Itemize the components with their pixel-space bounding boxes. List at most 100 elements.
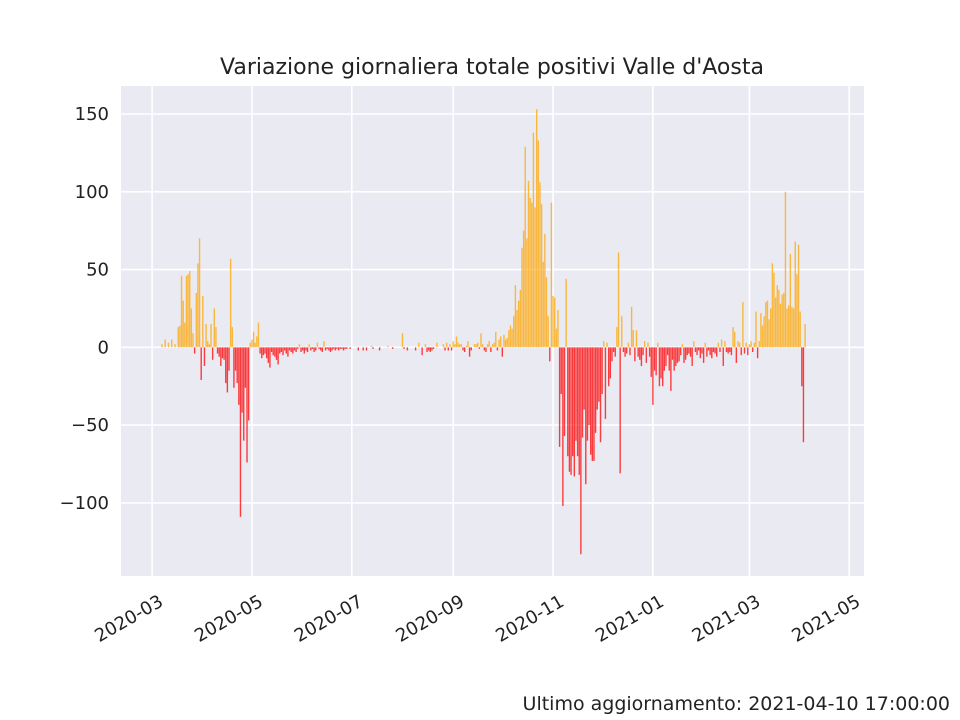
bar: [549, 347, 551, 362]
bar: [765, 302, 767, 348]
bar: [357, 347, 359, 351]
bar: [316, 342, 319, 348]
bar: [225, 347, 227, 384]
bar: [624, 347, 626, 357]
bar: [552, 296, 554, 348]
bar: [781, 294, 783, 348]
bar: [203, 347, 206, 366]
bar: [573, 347, 576, 477]
bar: [755, 311, 757, 348]
bar: [513, 316, 515, 348]
x-tick-label: 2020-11: [492, 591, 568, 647]
bar: [256, 336, 258, 348]
bar: [671, 347, 674, 360]
bar: [606, 342, 608, 348]
bar: [197, 263, 199, 348]
bar: [486, 344, 489, 348]
bar: [372, 347, 374, 349]
bar: [558, 347, 561, 447]
bar: [550, 202, 553, 348]
bar: [488, 341, 490, 348]
bar: [737, 341, 739, 348]
bar: [603, 341, 605, 348]
bar: [279, 347, 281, 354]
bar: [511, 328, 513, 348]
bar: [319, 347, 322, 351]
bar: [699, 347, 702, 359]
x-tick-label: 2021-01: [592, 591, 668, 647]
bar: [187, 274, 189, 348]
bar: [630, 306, 633, 348]
bar: [473, 344, 476, 348]
bar: [572, 347, 574, 457]
bar: [650, 347, 652, 377]
bar: [779, 303, 782, 348]
bar: [449, 344, 451, 348]
bar: [326, 347, 328, 349]
bar: [634, 347, 636, 362]
bar: [496, 347, 499, 351]
bar: [218, 347, 220, 357]
bar: [210, 324, 212, 348]
bar: [797, 244, 800, 348]
bar: [557, 310, 559, 348]
bar: [310, 347, 312, 351]
bar: [522, 230, 525, 348]
bar: [761, 325, 764, 348]
bar: [694, 347, 697, 352]
bar: [427, 347, 430, 351]
last-update-footer: Ultimo aggiornamento: 2021-04-10 17:00:0…: [522, 693, 950, 715]
bar: [424, 344, 427, 348]
bar: [590, 347, 592, 455]
bar: [252, 331, 255, 348]
bar: [491, 344, 494, 348]
bar: [480, 333, 482, 348]
bar: [339, 347, 341, 349]
bar: [684, 347, 687, 360]
bar: [727, 347, 729, 354]
bar: [503, 334, 505, 348]
bar: [802, 347, 805, 443]
bar: [452, 341, 454, 348]
bar: [776, 285, 778, 348]
bar: [463, 347, 466, 352]
bar: [730, 347, 733, 356]
bar: [725, 347, 728, 352]
bar: [689, 347, 692, 357]
bar: [171, 339, 173, 348]
bar: [668, 347, 670, 371]
bar: [462, 347, 464, 351]
bar: [193, 347, 196, 354]
bar: [560, 347, 562, 394]
bar: [270, 347, 273, 352]
bar: [249, 342, 251, 348]
bar: [346, 347, 348, 349]
bar: [576, 347, 579, 457]
bar: [531, 202, 533, 348]
bar: [783, 292, 785, 348]
plot-area: [121, 86, 864, 576]
y-tick-label: 0: [98, 337, 109, 358]
bar: [604, 347, 607, 419]
bar: [707, 347, 710, 351]
bar: [261, 347, 263, 359]
bar: [436, 342, 438, 348]
y-tick-label: 50: [86, 260, 109, 281]
bar: [455, 336, 458, 348]
bar: [329, 347, 332, 352]
bar: [257, 322, 260, 348]
bar: [729, 347, 731, 352]
bar: [215, 327, 217, 348]
bar: [617, 252, 620, 348]
bar: [716, 347, 718, 357]
bar: [269, 347, 271, 368]
bar: [629, 347, 631, 356]
bar: [794, 241, 796, 348]
bar: [578, 347, 580, 475]
bar: [706, 347, 708, 357]
bar: [470, 347, 472, 351]
bar: [719, 347, 721, 352]
bar: [686, 347, 688, 356]
bar: [180, 275, 183, 348]
bar: [207, 341, 209, 348]
